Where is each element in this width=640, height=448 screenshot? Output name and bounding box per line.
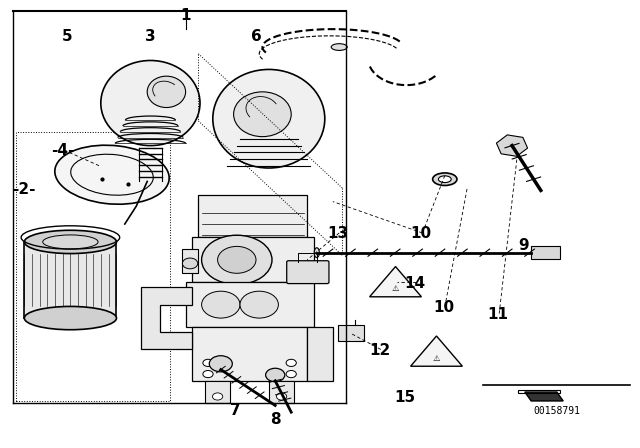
Circle shape [240, 291, 278, 318]
Text: 15: 15 [394, 390, 416, 405]
Circle shape [203, 370, 213, 378]
Bar [186, 282, 314, 327]
Circle shape [218, 246, 256, 273]
FancyBboxPatch shape [287, 261, 329, 284]
Polygon shape [141, 287, 192, 349]
Text: 3: 3 [145, 29, 156, 44]
Bar [192, 327, 307, 381]
Circle shape [182, 258, 198, 269]
Text: 1: 1 [180, 8, 191, 23]
Bar [198, 195, 307, 237]
Text: ⚠: ⚠ [392, 284, 399, 293]
Ellipse shape [314, 248, 319, 258]
Text: 6: 6 [251, 29, 261, 44]
Ellipse shape [55, 145, 169, 204]
Ellipse shape [212, 69, 325, 168]
Ellipse shape [438, 176, 451, 183]
Text: 5: 5 [62, 29, 72, 44]
Text: -4-: -4- [51, 143, 74, 159]
Circle shape [286, 359, 296, 366]
Circle shape [203, 359, 213, 366]
Text: 10: 10 [433, 300, 454, 315]
Text: 00158791: 00158791 [533, 406, 580, 416]
Polygon shape [370, 267, 422, 297]
Polygon shape [411, 336, 463, 366]
Text: 7: 7 [230, 403, 241, 418]
Ellipse shape [24, 306, 116, 330]
Ellipse shape [100, 60, 200, 146]
Text: -2-: -2- [13, 181, 36, 197]
Bar [192, 237, 314, 282]
Bar [531, 246, 560, 259]
Bar [182, 249, 198, 273]
Ellipse shape [24, 230, 116, 254]
Bar [269, 381, 294, 403]
Ellipse shape [71, 154, 153, 195]
Ellipse shape [433, 173, 457, 185]
Polygon shape [525, 392, 563, 401]
Polygon shape [307, 327, 333, 381]
Ellipse shape [147, 76, 186, 108]
Text: 13: 13 [327, 226, 349, 241]
Circle shape [202, 291, 240, 318]
Ellipse shape [43, 235, 98, 249]
Circle shape [286, 370, 296, 378]
Text: ⚠: ⚠ [433, 354, 440, 363]
Circle shape [276, 393, 287, 400]
Ellipse shape [332, 43, 348, 51]
Ellipse shape [234, 92, 291, 137]
Text: 14: 14 [404, 276, 426, 291]
Bar [205, 381, 230, 403]
Text: 10: 10 [410, 226, 432, 241]
Circle shape [209, 356, 232, 372]
Bar [338, 325, 364, 341]
Circle shape [202, 235, 272, 284]
Bar [24, 242, 116, 318]
Text: 12: 12 [369, 343, 390, 358]
Bar [16, 132, 170, 401]
Text: 8: 8 [270, 412, 280, 427]
Circle shape [212, 393, 223, 400]
Text: 9: 9 [518, 237, 529, 253]
Text: 11: 11 [488, 307, 508, 322]
Circle shape [266, 368, 285, 382]
